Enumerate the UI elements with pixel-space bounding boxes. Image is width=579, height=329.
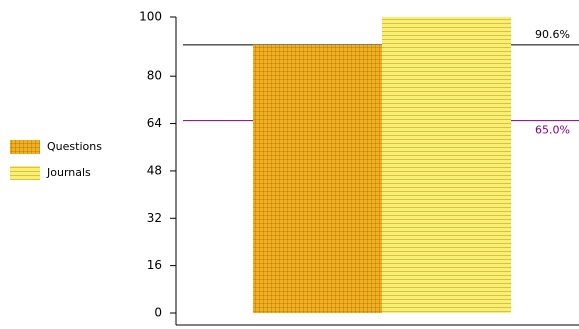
reference-label: 65.0%	[535, 124, 570, 137]
legend-swatch	[10, 140, 40, 154]
y-tick-label: 100	[139, 10, 162, 24]
bar	[253, 44, 382, 313]
y-tick-label: 64	[147, 116, 162, 130]
reference-label: 90.6%	[535, 28, 570, 41]
y-tick-label: 48	[147, 163, 162, 177]
legend-label: Questions	[47, 140, 102, 153]
y-tick-label: 32	[147, 211, 162, 225]
bar	[382, 17, 511, 313]
legend-label: Journals	[46, 166, 91, 179]
y-tick-label: 0	[154, 306, 162, 320]
y-tick-label: 80	[147, 69, 162, 83]
y-tick-label: 16	[147, 258, 162, 272]
legend-swatch	[10, 166, 40, 180]
